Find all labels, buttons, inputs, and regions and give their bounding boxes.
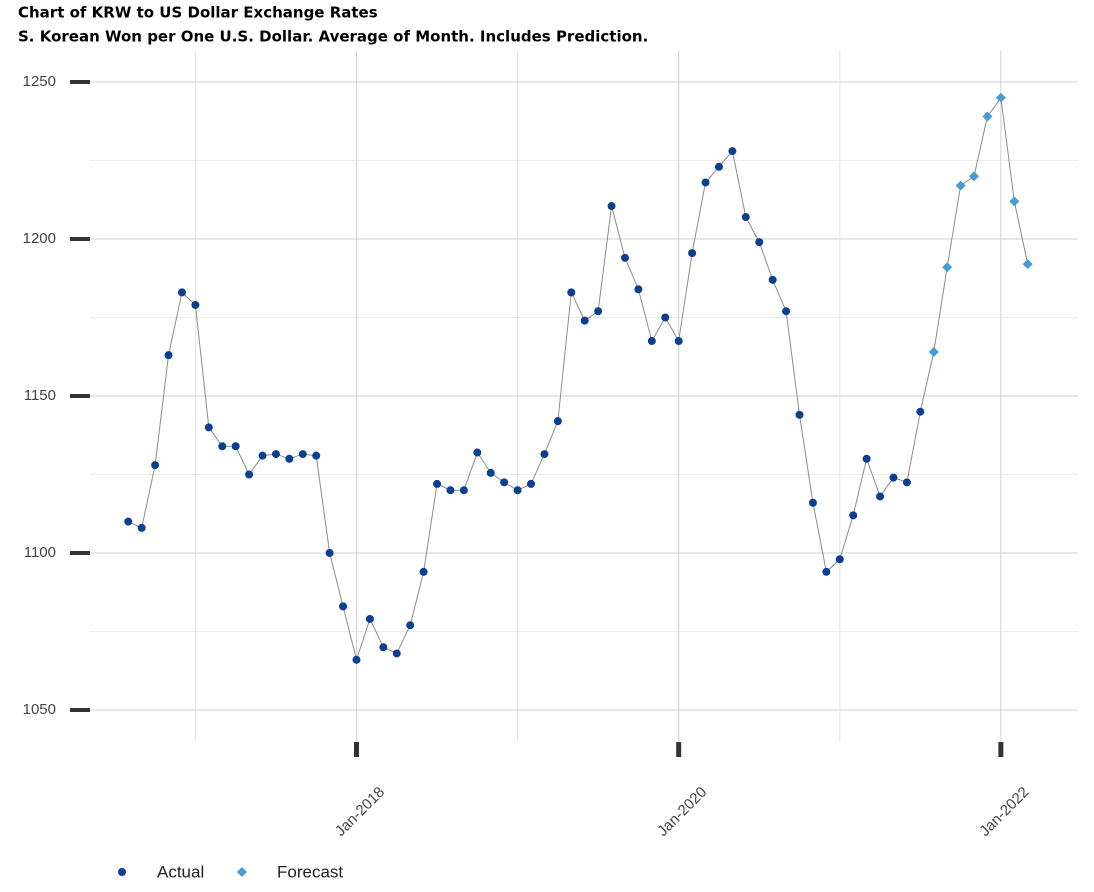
- point: [137, 523, 146, 532]
- point: [916, 407, 925, 416]
- x-tick-label: Jan-2020: [654, 784, 710, 840]
- point: [620, 253, 629, 262]
- point: [325, 549, 334, 557]
- point: [955, 180, 966, 191]
- y-tick-label: 1050: [23, 701, 56, 718]
- point: [339, 602, 348, 611]
- point: [728, 147, 737, 156]
- point: [245, 470, 254, 479]
- point: [647, 337, 656, 346]
- point: [849, 511, 858, 520]
- y-tick-label: 1200: [23, 230, 56, 247]
- point: [902, 478, 911, 487]
- point: [928, 347, 939, 358]
- y-tick-label: 1150: [24, 387, 56, 404]
- point: [486, 468, 495, 477]
- point: [164, 351, 173, 360]
- point: [822, 567, 831, 576]
- point: [942, 262, 953, 273]
- point: [527, 479, 536, 488]
- point: [406, 621, 415, 630]
- series-line: [128, 149, 921, 662]
- point: [995, 92, 1006, 103]
- point: [285, 454, 294, 463]
- point: [298, 450, 307, 459]
- point: [634, 285, 643, 294]
- point: [876, 492, 885, 501]
- chart-title: Chart of KRW to US Dollar Exchange Rates: [18, 4, 378, 22]
- point: [540, 450, 549, 459]
- point: [982, 111, 993, 122]
- point: [231, 442, 240, 451]
- legend-marker: [237, 867, 247, 877]
- point: [782, 307, 791, 316]
- point: [701, 178, 710, 187]
- point: [459, 486, 468, 495]
- legend-label: Forecast: [277, 862, 343, 881]
- y-tick-label: 1100: [24, 544, 56, 561]
- point: [688, 249, 697, 258]
- point: [661, 313, 670, 322]
- point: [741, 213, 750, 222]
- point: [553, 417, 562, 426]
- point: [768, 275, 777, 284]
- point: [674, 337, 683, 346]
- point: [513, 486, 522, 495]
- point: [714, 162, 723, 171]
- point: [969, 171, 980, 182]
- point: [567, 288, 576, 297]
- point: [433, 479, 442, 488]
- point: [271, 450, 280, 459]
- point: [862, 454, 871, 463]
- point: [151, 461, 160, 470]
- point: [808, 498, 817, 507]
- point: [594, 307, 603, 316]
- x-tick-label: Jan-2018: [332, 784, 388, 840]
- point: [580, 316, 589, 325]
- point: [607, 202, 616, 211]
- point: [500, 478, 509, 487]
- point: [392, 649, 401, 658]
- point: [365, 614, 374, 623]
- y-tick-label: 1250: [23, 73, 56, 90]
- point: [177, 288, 186, 297]
- point: [795, 410, 804, 419]
- connector-line: [919, 351, 935, 412]
- point: [446, 486, 455, 495]
- point: [191, 300, 200, 309]
- point: [312, 451, 321, 460]
- point: [204, 423, 213, 432]
- point: [835, 555, 844, 564]
- x-tick-label: Jan-2022: [976, 784, 1032, 840]
- point: [419, 567, 428, 576]
- legend-label: Actual: [157, 862, 204, 881]
- point: [473, 448, 482, 457]
- point: [1022, 259, 1033, 270]
- point: [218, 442, 227, 451]
- point: [379, 643, 388, 652]
- point: [1009, 196, 1020, 207]
- point: [889, 473, 898, 482]
- point: [755, 238, 764, 247]
- point: [124, 517, 133, 526]
- lines: [128, 96, 1029, 662]
- point: [258, 451, 267, 460]
- point: [352, 655, 361, 664]
- chart-subtitle: S. Korean Won per One U.S. Dollar. Avera…: [18, 28, 648, 46]
- legend-marker: [118, 868, 126, 876]
- series-line: [933, 96, 1029, 353]
